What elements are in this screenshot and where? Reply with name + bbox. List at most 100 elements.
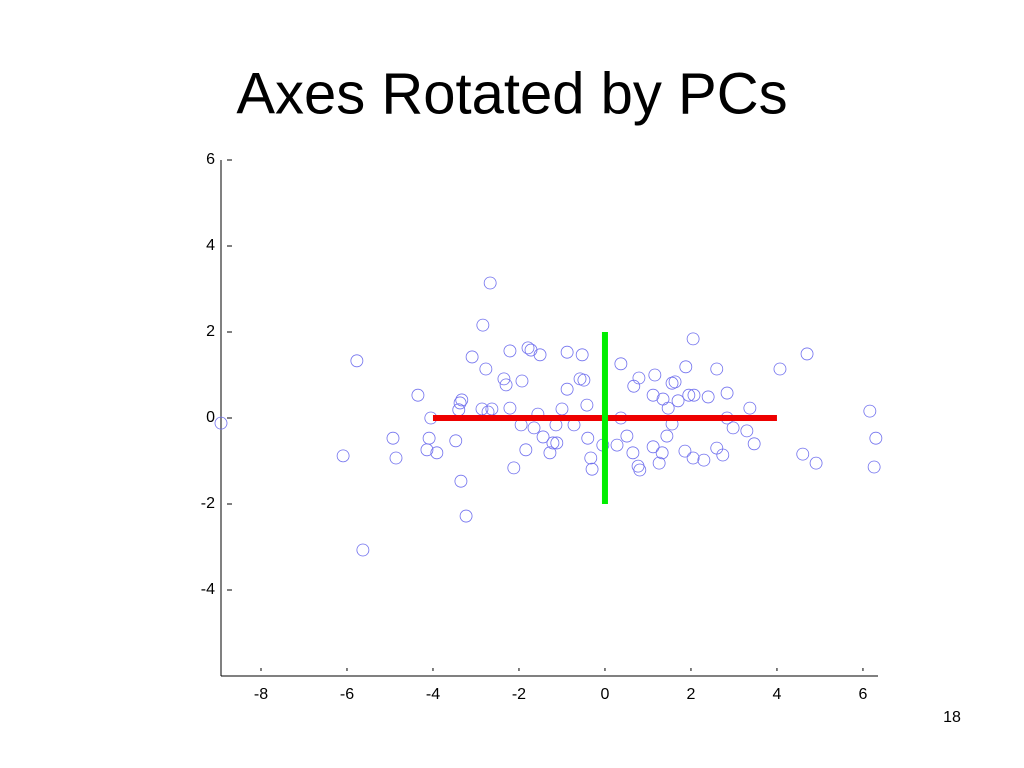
point	[687, 388, 701, 402]
point	[573, 372, 587, 386]
point	[726, 421, 740, 435]
point	[678, 444, 692, 458]
point	[527, 421, 541, 435]
point	[632, 371, 646, 385]
point	[524, 343, 538, 357]
point	[668, 375, 682, 389]
point	[633, 463, 647, 477]
point	[533, 348, 547, 362]
y-tick-label: 4	[206, 237, 215, 254]
point	[585, 462, 599, 476]
point	[614, 357, 628, 371]
slide-title: Axes Rotated by PCs	[236, 61, 787, 126]
point	[475, 402, 489, 416]
point	[389, 451, 403, 465]
point	[626, 446, 640, 460]
point	[665, 376, 679, 390]
point	[652, 456, 666, 470]
y-tick-label: 0	[206, 409, 215, 426]
point	[716, 448, 730, 462]
point	[577, 373, 591, 387]
point	[356, 543, 370, 557]
point	[503, 344, 517, 358]
point	[686, 451, 700, 465]
point	[656, 392, 670, 406]
point	[627, 379, 641, 393]
point	[796, 447, 810, 461]
y-tick-label: -4	[201, 581, 215, 598]
point	[710, 441, 724, 455]
x-tick-label: -4	[426, 686, 440, 703]
point	[550, 436, 564, 450]
point	[515, 374, 529, 388]
y-tick-label: -2	[201, 495, 215, 512]
x-tick-label: -6	[340, 686, 354, 703]
point	[546, 436, 560, 450]
point	[519, 443, 533, 457]
point	[555, 402, 569, 416]
point	[560, 345, 574, 359]
point	[449, 434, 463, 448]
point	[869, 431, 883, 445]
point	[430, 446, 444, 460]
y-tick-label: 6	[206, 151, 215, 168]
point	[350, 354, 364, 368]
x-tick-label: -8	[254, 686, 268, 703]
point	[422, 431, 436, 445]
point	[646, 440, 660, 454]
point	[679, 360, 693, 374]
point	[686, 332, 700, 346]
point	[459, 509, 473, 523]
point	[800, 347, 814, 361]
point	[740, 424, 754, 438]
point	[497, 372, 511, 386]
point	[499, 378, 513, 392]
slide-number: 18	[943, 709, 961, 726]
point	[411, 388, 425, 402]
point	[485, 402, 499, 416]
point	[420, 443, 434, 457]
point	[503, 401, 517, 415]
point	[610, 438, 624, 452]
point	[453, 396, 467, 410]
x-tick-label: 6	[858, 686, 867, 703]
point	[661, 401, 675, 415]
point	[543, 446, 557, 460]
point	[336, 449, 350, 463]
point	[575, 348, 589, 362]
point	[521, 341, 535, 355]
point	[454, 474, 468, 488]
point	[386, 431, 400, 445]
x-tick-label: 0	[601, 686, 610, 703]
point	[455, 393, 469, 407]
point	[214, 416, 228, 430]
point	[863, 404, 877, 418]
point	[620, 429, 634, 443]
point	[697, 453, 711, 467]
point	[646, 388, 660, 402]
point	[671, 394, 685, 408]
point	[648, 368, 662, 382]
point	[867, 460, 881, 474]
point	[479, 362, 493, 376]
point	[584, 451, 598, 465]
point	[452, 403, 466, 417]
point	[710, 362, 724, 376]
point	[655, 446, 669, 460]
y-tick-label: 2	[206, 323, 215, 340]
point	[682, 388, 696, 402]
point	[660, 429, 674, 443]
point	[483, 276, 497, 290]
point	[773, 362, 787, 376]
x-tick-label: 2	[687, 686, 696, 703]
point	[560, 382, 574, 396]
point	[580, 398, 594, 412]
x-tick-label: 4	[773, 686, 782, 703]
point	[743, 401, 757, 415]
point	[465, 350, 479, 364]
point	[747, 437, 761, 451]
point	[507, 461, 521, 475]
x-tick-label: -2	[512, 686, 526, 703]
point	[476, 318, 490, 332]
